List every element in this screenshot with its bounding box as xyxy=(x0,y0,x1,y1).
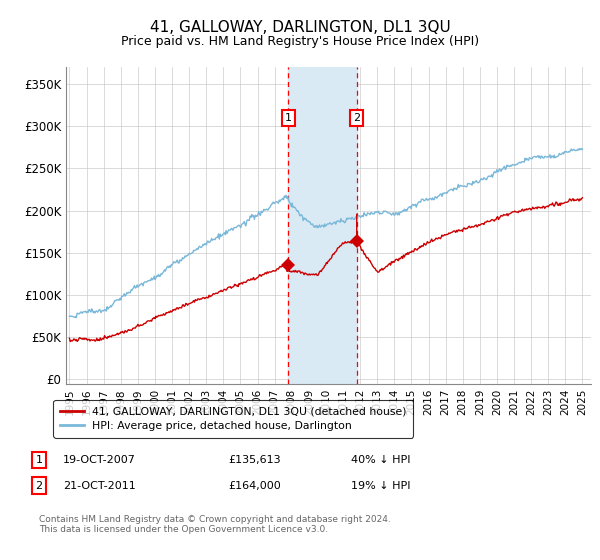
Text: Contains HM Land Registry data © Crown copyright and database right 2024.
This d: Contains HM Land Registry data © Crown c… xyxy=(39,515,391,534)
Text: 1: 1 xyxy=(285,113,292,123)
Text: 19-OCT-2007: 19-OCT-2007 xyxy=(63,455,136,465)
Bar xyxy=(289,67,357,384)
Legend: 41, GALLOWAY, DARLINGTON, DL1 3QU (detached house), HPI: Average price, detached: 41, GALLOWAY, DARLINGTON, DL1 3QU (detac… xyxy=(53,400,413,437)
Text: 41, GALLOWAY, DARLINGTON, DL1 3QU: 41, GALLOWAY, DARLINGTON, DL1 3QU xyxy=(149,20,451,35)
Text: 2: 2 xyxy=(353,113,360,123)
Text: 1: 1 xyxy=(35,455,43,465)
Text: 21-OCT-2011: 21-OCT-2011 xyxy=(63,480,136,491)
Text: Price paid vs. HM Land Registry's House Price Index (HPI): Price paid vs. HM Land Registry's House … xyxy=(121,35,479,48)
Text: 2: 2 xyxy=(35,480,43,491)
Text: £164,000: £164,000 xyxy=(228,480,281,491)
Text: 40% ↓ HPI: 40% ↓ HPI xyxy=(351,455,410,465)
Text: 19% ↓ HPI: 19% ↓ HPI xyxy=(351,480,410,491)
Text: £135,613: £135,613 xyxy=(228,455,281,465)
